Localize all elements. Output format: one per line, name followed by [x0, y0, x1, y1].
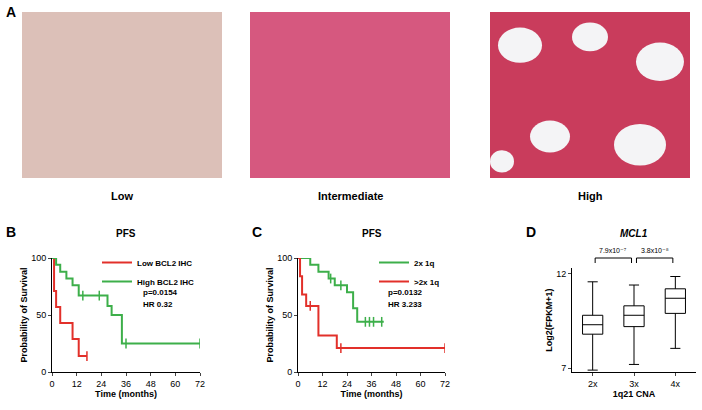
- svg-text:48: 48: [146, 379, 156, 389]
- svg-text:72: 72: [440, 379, 450, 389]
- svg-text:Probability of Survival: Probability of Survival: [265, 267, 275, 362]
- svg-text:Low BCL2 IHC: Low BCL2 IHC: [137, 259, 192, 268]
- svg-text:D: D: [526, 224, 536, 240]
- svg-text:72: 72: [195, 379, 205, 389]
- svg-text:A: A: [6, 4, 16, 20]
- svg-text:0: 0: [287, 367, 292, 377]
- svg-text:100: 100: [277, 253, 292, 263]
- svg-text:50: 50: [36, 310, 46, 320]
- svg-text:4x: 4x: [671, 379, 681, 389]
- svg-text:2x 1q: 2x 1q: [414, 259, 435, 268]
- svg-text:PFS: PFS: [362, 228, 382, 239]
- svg-text:Log2(FPKM+1): Log2(FPKM+1): [544, 288, 554, 351]
- svg-text:2x: 2x: [588, 379, 598, 389]
- svg-text:60: 60: [415, 379, 425, 389]
- svg-text:24: 24: [96, 379, 106, 389]
- svg-text:C: C: [252, 224, 262, 240]
- svg-text:7.9x10⁻⁷: 7.9x10⁻⁷: [599, 247, 627, 254]
- svg-text:36: 36: [366, 379, 376, 389]
- svg-text:p=0.0132: p=0.0132: [388, 288, 423, 297]
- svg-text:60: 60: [170, 379, 180, 389]
- svg-text:Time (months): Time (months): [341, 389, 403, 399]
- svg-text:Low: Low: [111, 190, 133, 202]
- svg-text:MCL1: MCL1: [620, 228, 648, 239]
- svg-text:1q21 CNA: 1q21 CNA: [613, 389, 656, 399]
- svg-text:12: 12: [72, 379, 82, 389]
- svg-text:B: B: [6, 224, 16, 240]
- svg-text:Probability of Survival: Probability of Survival: [19, 267, 29, 362]
- svg-text:3.8x10⁻⁸: 3.8x10⁻⁸: [641, 247, 669, 254]
- svg-text:p=0.0154: p=0.0154: [143, 288, 178, 297]
- svg-text:Intermediate: Intermediate: [318, 190, 383, 202]
- svg-text:24: 24: [342, 379, 352, 389]
- svg-text:0: 0: [49, 379, 54, 389]
- svg-text:Time (months): Time (months): [95, 389, 157, 399]
- svg-text:3x: 3x: [629, 379, 639, 389]
- svg-text:High: High: [578, 190, 603, 202]
- svg-text:7: 7: [561, 363, 566, 373]
- svg-text:High BCL2 IHC: High BCL2 IHC: [137, 278, 194, 287]
- svg-text:100: 100: [31, 253, 46, 263]
- svg-text:>2x 1q: >2x 1q: [414, 278, 439, 287]
- svg-text:48: 48: [391, 379, 401, 389]
- svg-text:12: 12: [556, 269, 566, 279]
- svg-text:36: 36: [121, 379, 131, 389]
- svg-text:0: 0: [295, 379, 300, 389]
- svg-text:12: 12: [317, 379, 327, 389]
- svg-text:0: 0: [41, 367, 46, 377]
- svg-text:50: 50: [282, 310, 292, 320]
- svg-text:HR 3.233: HR 3.233: [388, 300, 422, 309]
- svg-text:PFS: PFS: [116, 228, 136, 239]
- svg-text:HR 0.32: HR 0.32: [143, 300, 173, 309]
